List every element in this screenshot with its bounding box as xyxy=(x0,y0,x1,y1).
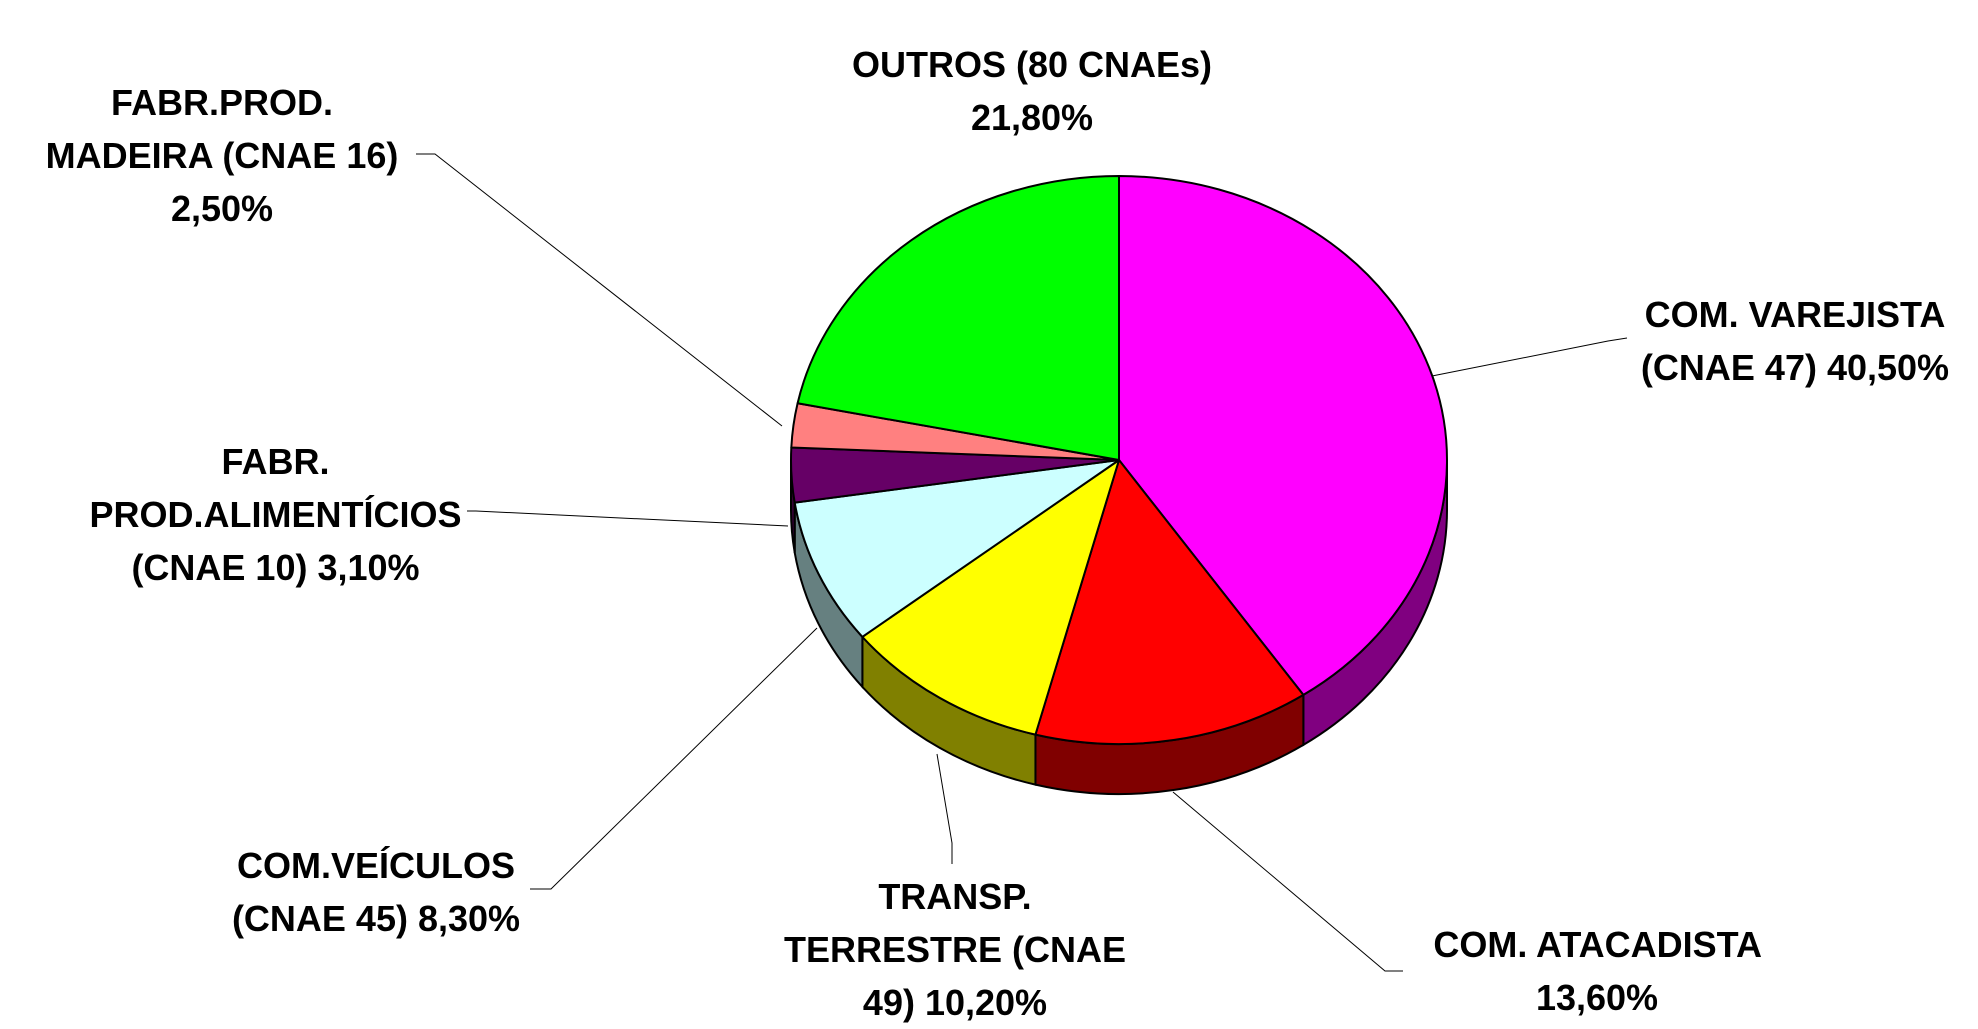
value-label: 13,60% xyxy=(1535,977,1659,1018)
leader-line xyxy=(416,153,783,427)
leader-line xyxy=(1431,337,1628,377)
value-label: 21,80% xyxy=(970,97,1094,138)
leader-line xyxy=(467,510,789,527)
category-label: COM. ATACADISTA xyxy=(1433,924,1761,965)
value-label: 2,50% xyxy=(170,188,274,229)
category-label: COM.VEÍCULOS (CNAE 45) xyxy=(231,845,515,939)
slice-label: OUTROS (80 CNAEs) 21,80% xyxy=(822,38,1242,144)
slice xyxy=(1034,459,1305,745)
slice-label: TRANSP. TERRESTRE (CNAE 49) 10,20% xyxy=(765,870,1145,1029)
category-label: COM. VAREJISTA (CNAE 47) xyxy=(1640,294,1946,388)
value-label: 40,50% xyxy=(1826,347,1950,388)
leader-line xyxy=(936,753,953,864)
category-label: TRANSP. TERRESTRE (CNAE 49) xyxy=(783,876,1127,1023)
value-label: 8,30% xyxy=(417,898,521,939)
slice xyxy=(1118,175,1448,696)
slice-label: FABR.PROD. MADEIRA (CNAE 16) 2,50% xyxy=(27,76,417,235)
value-label: 3,10% xyxy=(317,547,420,588)
category-label: FABR. PROD.ALIMENTÍCIOS (CNAE 10) xyxy=(89,441,462,588)
slice xyxy=(793,459,1120,638)
slice-label: COM.VEÍCULOS (CNAE 45) 8,30% xyxy=(216,839,536,945)
leader-line xyxy=(530,627,818,890)
category-label: OUTROS (80 CNAEs) xyxy=(851,44,1213,85)
slice-label: COM. ATACADISTA 13,60% xyxy=(1397,918,1797,1024)
category-label: FABR.PROD. MADEIRA (CNAE 16) xyxy=(45,82,399,176)
value-label: 10,20% xyxy=(924,982,1048,1023)
slice xyxy=(796,175,1120,461)
slice xyxy=(861,459,1120,736)
slice-label: COM. VAREJISTA (CNAE 47) 40,50% xyxy=(1615,288,1975,394)
leader-line xyxy=(1172,791,1403,972)
slice-label: FABR. PROD.ALIMENTÍCIOS (CNAE 10) 3,10% xyxy=(78,435,473,594)
